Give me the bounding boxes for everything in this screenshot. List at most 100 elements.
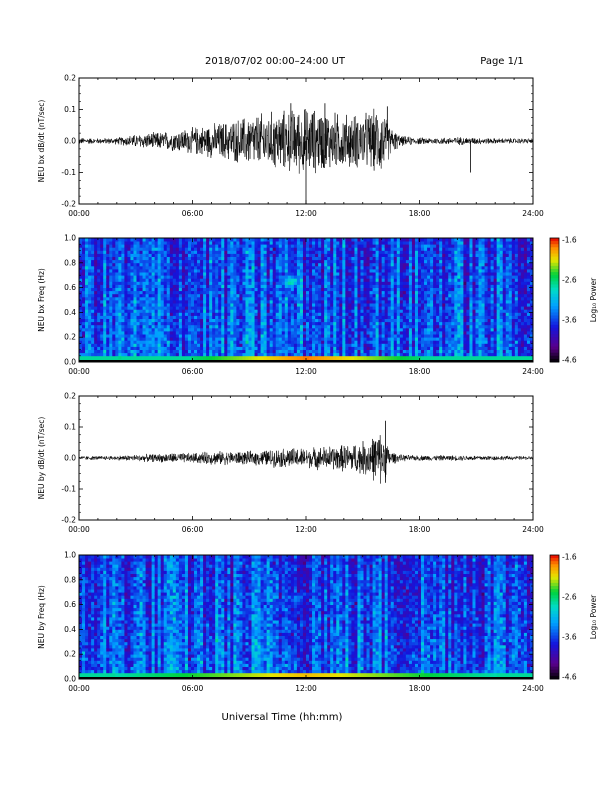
spectrogram-cell xyxy=(278,278,283,282)
spectrogram-cell xyxy=(230,340,234,344)
spectrogram-cell xyxy=(269,253,274,257)
spectrogram-cell xyxy=(290,287,295,292)
spectrogram-cell xyxy=(163,287,168,292)
spectrogram-cell xyxy=(124,327,128,332)
spectrogram-cell xyxy=(136,300,140,304)
spectrogram-cell xyxy=(278,250,283,254)
spectrogram-cell xyxy=(239,352,243,357)
spectrogram-cell xyxy=(357,259,361,264)
spectrogram-cell xyxy=(315,315,319,319)
spectrogram-cell xyxy=(336,262,340,267)
spectrogram-cell xyxy=(203,278,207,282)
spectrogram-cell xyxy=(139,331,143,335)
spectrogram-cell xyxy=(115,269,119,273)
spectrogram-cell xyxy=(424,312,428,316)
spectrogram-cell xyxy=(157,287,162,292)
spectrogram-cell xyxy=(257,256,261,261)
spectrogram-cell xyxy=(272,318,277,323)
spectrogram-cell xyxy=(269,281,274,285)
spectrogram-cell xyxy=(408,318,413,323)
spectrogram-cell xyxy=(215,281,219,285)
spectrogram-cell xyxy=(194,346,198,350)
spectrogram-cell xyxy=(239,337,243,341)
spectrogram-cell xyxy=(260,293,265,298)
spectrogram-cell xyxy=(272,262,277,267)
spectrogram-cell xyxy=(178,241,183,245)
spectrogram-cell xyxy=(299,303,304,307)
spectrogram-cell xyxy=(381,250,386,254)
spectrogram-cell xyxy=(290,238,295,242)
spectrogram-cell xyxy=(97,272,101,276)
spectrogram-cell xyxy=(354,256,358,261)
spectrogram-cell xyxy=(272,300,277,304)
spectrogram-cell xyxy=(302,321,307,326)
spectrogram-cell xyxy=(348,244,352,248)
spectrogram-cell xyxy=(430,250,434,254)
spectrogram-cell xyxy=(439,247,443,251)
spectrogram-cell xyxy=(384,275,389,279)
spectrogram-cell xyxy=(97,259,101,264)
spectrogram-cell xyxy=(433,247,437,251)
spectrogram-cell xyxy=(345,262,349,267)
spectrogram-cell xyxy=(221,275,225,279)
spectrogram-cell xyxy=(321,321,325,326)
spectrogram-cell xyxy=(309,259,313,264)
spectrogram-cell xyxy=(384,262,389,267)
spectrogram-cell xyxy=(448,331,452,335)
spectrogram-cell xyxy=(430,284,434,288)
spectrogram-cell xyxy=(342,352,346,357)
spectrogram-cell xyxy=(79,346,83,350)
spectrogram-cell xyxy=(333,272,337,276)
spectrogram-cell xyxy=(414,331,419,335)
spectrogram-cell xyxy=(260,265,265,270)
spectrogram-cell xyxy=(330,346,334,350)
spectrogram-cell xyxy=(354,346,358,350)
spectrogram-cell xyxy=(103,244,107,248)
spectrogram-cell xyxy=(166,250,171,254)
spectrogram-cell xyxy=(417,352,422,357)
spectrogram-cell xyxy=(166,349,171,354)
spectrogram-cell xyxy=(172,241,177,245)
spectrogram-cell xyxy=(354,253,358,257)
spectrogram-cell xyxy=(136,340,140,344)
spectrogram-cell xyxy=(181,281,186,285)
spectrogram-cell xyxy=(197,321,201,326)
spectrogram-cell xyxy=(224,278,228,282)
spectrogram-cell xyxy=(245,278,249,282)
spectrogram-cell xyxy=(421,265,425,270)
spectrogram-cell xyxy=(181,238,186,242)
spectrogram-cell xyxy=(417,315,422,319)
spectrogram-cell xyxy=(354,287,358,292)
spectrogram-cell xyxy=(366,340,370,344)
spectrogram-cell xyxy=(439,253,443,257)
spectrogram-cell xyxy=(124,269,128,273)
spectrogram-cell xyxy=(172,343,177,347)
spectrogram-cell xyxy=(169,346,174,350)
spectrogram-cell xyxy=(387,269,392,273)
spectrogram-cell xyxy=(427,290,431,295)
spectrogram-cell xyxy=(278,312,283,316)
spectrogram-cell xyxy=(378,247,383,251)
spectrogram-cell xyxy=(166,352,171,357)
spectrogram-cell xyxy=(190,253,195,257)
spectrogram-cell xyxy=(100,290,104,295)
spectrogram-cell xyxy=(378,312,383,316)
spectrogram-cell xyxy=(348,327,352,332)
spectrogram-cell xyxy=(296,315,301,319)
spectrogram-cell xyxy=(203,352,207,357)
spectrogram-cell xyxy=(85,315,89,319)
spectrogram-cell xyxy=(421,346,425,350)
spectrogram-cell xyxy=(439,327,443,332)
spectrogram-cell xyxy=(287,327,292,332)
spectrogram-cell xyxy=(82,303,86,307)
spectrogram-cell xyxy=(260,340,265,344)
spectrogram-cell xyxy=(112,331,116,335)
spectrogram-cell xyxy=(112,343,116,347)
spectrogram-cell xyxy=(145,324,150,329)
spectrogram-cell xyxy=(145,247,150,251)
spectrogram-cell xyxy=(197,278,201,282)
spectrogram-cell xyxy=(181,309,186,313)
spectrogram-cell xyxy=(200,287,204,292)
spectrogram-cell xyxy=(436,247,440,251)
spectrogram-cell xyxy=(330,293,334,298)
